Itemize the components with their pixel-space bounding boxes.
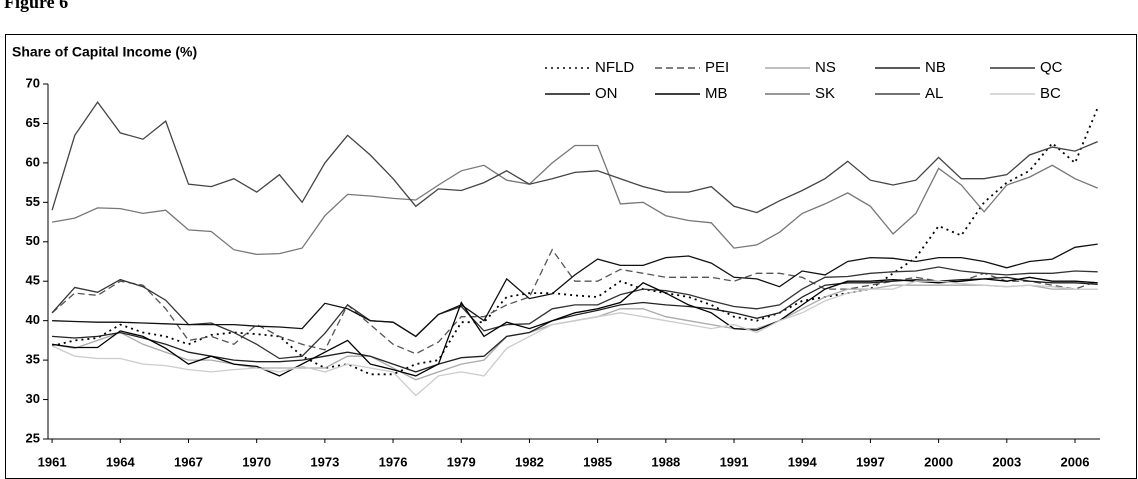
legend-label: NFLD bbox=[595, 59, 634, 76]
x-tick-label: 1985 bbox=[583, 454, 612, 469]
x-tick-label: 2003 bbox=[992, 454, 1021, 469]
x-tick-label: 1994 bbox=[788, 454, 818, 469]
y-tick-label: 45 bbox=[26, 273, 40, 288]
series-line bbox=[52, 276, 1098, 373]
chart-frame bbox=[5, 34, 1137, 479]
legend-label: PEI bbox=[705, 59, 729, 76]
y-tick-label: 35 bbox=[26, 352, 40, 367]
series-line bbox=[51, 248, 1098, 355]
x-tick-label: 1961 bbox=[38, 454, 67, 469]
legend-label: MB bbox=[705, 85, 728, 102]
y-tick-label: 70 bbox=[26, 75, 40, 90]
y-axis-label: Share of Capital Income (%) bbox=[12, 44, 197, 60]
series-line bbox=[51, 266, 1098, 360]
legend-label: NS bbox=[815, 59, 836, 76]
series-line bbox=[51, 107, 1099, 376]
series-line bbox=[51, 144, 1098, 256]
x-tick-label: 1970 bbox=[242, 454, 271, 469]
y-tick-label: 40 bbox=[26, 312, 40, 327]
series-line bbox=[52, 276, 1098, 377]
series-line bbox=[51, 100, 1098, 214]
x-tick-label: 1976 bbox=[379, 454, 408, 469]
series-line bbox=[51, 284, 1098, 381]
legend-label: BC bbox=[1040, 85, 1061, 102]
x-tick-label: 1973 bbox=[310, 454, 339, 469]
x-tick-label: 1982 bbox=[515, 454, 544, 469]
x-tick-label: 1997 bbox=[856, 454, 885, 469]
y-tick-label: 65 bbox=[26, 115, 40, 130]
y-tick-label: 50 bbox=[26, 233, 40, 248]
series-line bbox=[52, 243, 1098, 338]
x-tick-label: 1967 bbox=[174, 454, 203, 469]
y-tick-label: 60 bbox=[26, 154, 40, 169]
y-tick-label: 55 bbox=[26, 194, 40, 209]
y-tick-label: 25 bbox=[26, 430, 40, 445]
legend-label: NB bbox=[925, 59, 946, 76]
x-tick-label: 1988 bbox=[651, 454, 680, 469]
chart-title: Figure 6 bbox=[4, 0, 68, 12]
series-line bbox=[51, 280, 1098, 397]
legend-label: ON bbox=[595, 85, 618, 102]
legend-label: SK bbox=[815, 85, 835, 102]
x-tick-label: 2006 bbox=[1061, 454, 1090, 469]
x-tick-label: 2000 bbox=[924, 454, 953, 469]
x-tick-label: 1979 bbox=[447, 454, 476, 469]
x-tick-label: 1991 bbox=[720, 454, 749, 469]
legend-label: QC bbox=[1040, 59, 1063, 76]
legend-label: AL bbox=[925, 85, 943, 102]
x-tick-label: 1964 bbox=[106, 454, 136, 469]
y-tick-label: 30 bbox=[26, 391, 40, 406]
